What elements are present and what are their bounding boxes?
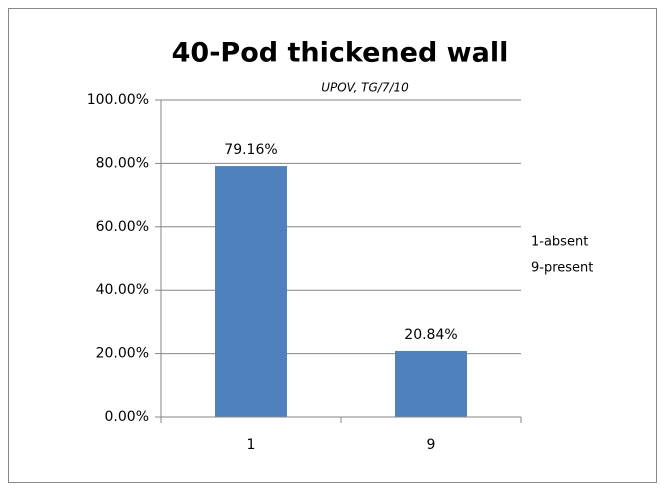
data-label: 79.16% xyxy=(224,142,277,158)
chart-border xyxy=(8,8,657,483)
annotation: 9-present xyxy=(531,261,593,276)
chart-title: 40-Pod thickened wall xyxy=(172,38,509,69)
y-tick-label: 80.00% xyxy=(96,155,149,171)
y-tick-label: 20.00% xyxy=(96,346,149,362)
x-tick-label: 1 xyxy=(247,437,256,453)
x-tick-label: 9 xyxy=(427,437,436,453)
bar xyxy=(215,166,287,417)
annotation: 1-absent xyxy=(531,235,588,250)
y-tick-label: 100.00% xyxy=(87,92,149,108)
y-tick-label: 0.00% xyxy=(105,409,149,425)
y-tick-label: 60.00% xyxy=(96,219,149,235)
bar xyxy=(395,350,467,417)
chart-subtitle: UPOV, TG/7/10 xyxy=(321,81,409,95)
y-tick-label: 40.00% xyxy=(96,282,149,298)
data-label: 20.84% xyxy=(404,327,457,343)
